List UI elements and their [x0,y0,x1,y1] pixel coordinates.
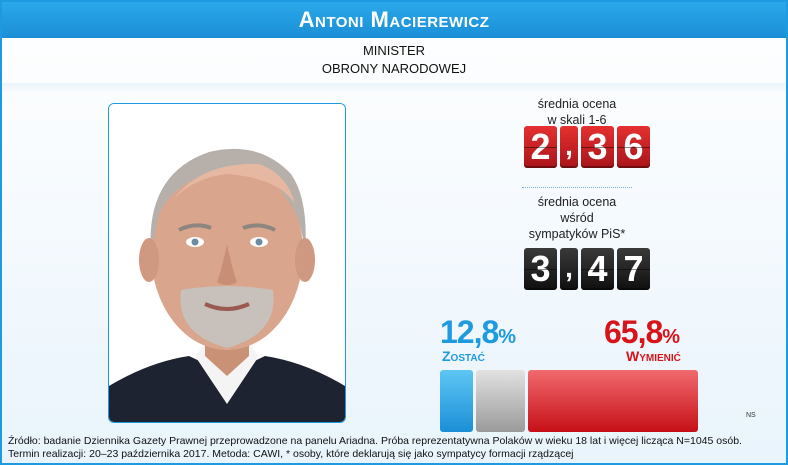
overall-rating-label: średnia ocena w skali 1-6 [457,96,697,128]
rating-digit: 6 [617,126,650,168]
rating-digit: 3 [524,248,557,290]
rating-digit: 7 [617,248,650,290]
footnote-line-2: Termin realizacji: 20–23 października 20… [8,448,574,460]
portrait-illustration [109,104,345,422]
rating-comma: , [560,126,578,168]
pis-rating-label: średnia ocena wśród sympatyków PiS* [457,194,697,242]
source-footnote: Źródło: badanie Dziennika Gazety Prawnej… [8,435,784,461]
politician-name: Antoni Macierewicz [298,7,490,32]
rating-comma: , [560,248,578,290]
pis-label-line-3: sympatyków PiS* [528,227,626,241]
no-answer-label: NS [746,412,756,419]
overall-label-line-1: średnia ocena [537,97,617,111]
portrait-photo [108,103,346,423]
overall-label-line-2: w skali 1-6 [547,113,607,127]
rating-digit: 2 [524,126,557,168]
role-line-2: OBRONY NARODOWEJ [321,61,467,76]
role-line-1: MINISTER [362,43,426,58]
replace-percentage: 65,8% [604,316,680,353]
replace-percent-sign: % [662,326,681,348]
no-answer-bar [476,370,526,432]
divider [2,83,786,93]
replace-bar [528,370,698,432]
title-bar: Antoni Macierewicz [2,2,786,38]
rating-digit: 3 [581,126,614,168]
footnote-line-1: Źródło: badanie Dziennika Gazety Prawnej… [8,435,742,447]
rating-digit: 4 [581,248,614,290]
pis-label-line-1: średnia ocena [537,195,617,209]
overall-rating-digits: 2 , 3 6 [524,126,650,168]
replace-label: Wymienić [626,348,681,364]
keep-label: Zostać [442,348,485,364]
pis-label-line-2: wśród [560,211,594,225]
keep-percentage: 12,8% [440,316,516,353]
keep-value: 12,8 [440,314,499,350]
keep-bar [440,370,474,432]
replace-value: 65,8 [604,314,663,350]
keep-percent-sign: % [498,326,517,348]
role-block: MINISTER OBRONY NARODOWEJ [2,42,786,78]
pis-rating-digits: 3 , 4 7 [524,248,650,290]
dotted-separator [522,187,632,188]
